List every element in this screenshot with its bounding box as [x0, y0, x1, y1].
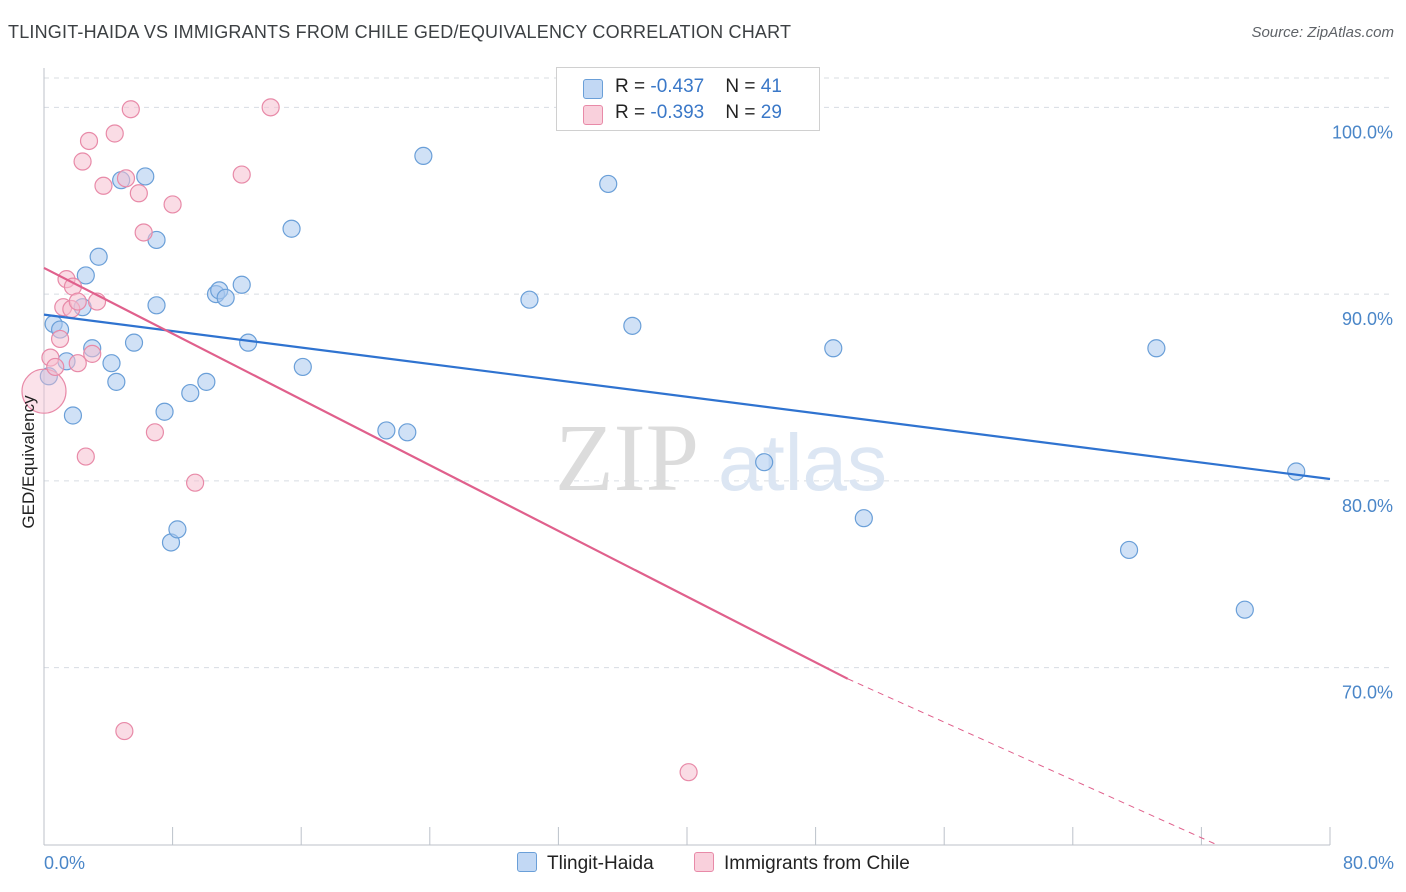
tlingit-haida-point — [155, 402, 174, 421]
immigrants-from-chile-point — [232, 165, 251, 184]
tlingit-haida-point — [282, 219, 301, 238]
tlingit-haida-point — [102, 354, 121, 373]
tlingit-haida-point — [377, 421, 396, 440]
trend-lines — [43, 266, 1331, 846]
tlingit-haida-point — [147, 296, 166, 315]
y-tick-label: 70.0% — [1342, 683, 1393, 703]
legend-swatch-blue — [583, 79, 603, 99]
x-tick-label-min: 0.0% — [44, 853, 85, 873]
tlingit-haida-point — [239, 333, 258, 352]
bottom-legend-tlingit-haida: Tlingit-Haida — [517, 852, 654, 875]
y-axis-label: GED/Equivalency — [19, 395, 38, 529]
tlingit-haida-point — [1119, 540, 1139, 560]
bottom-legend-immigrants-from-chile: Immigrants from Chile — [694, 852, 910, 875]
y-tick-label: 100.0% — [1332, 122, 1393, 142]
y-tick-label: 90.0% — [1342, 309, 1393, 329]
immigrants-from-chile-point — [129, 184, 148, 203]
data-points — [21, 98, 1306, 782]
immigrants-from-chile-point — [94, 176, 113, 195]
legend-swatch-pink — [583, 105, 603, 125]
immigrants-from-chile-point — [68, 292, 87, 311]
tlingit-haida-point — [107, 372, 126, 391]
tlingit-haida-point — [1235, 600, 1254, 619]
immigrants-from-chile-point — [73, 152, 92, 171]
tlingit-haida-point — [1287, 462, 1306, 481]
immigrants-from-chile-trend-line — [43, 266, 849, 680]
legend-r-label: R = — [615, 102, 651, 123]
tlingit-haida-point — [89, 247, 108, 266]
axes — [43, 68, 1331, 846]
legend-r-label: R = — [615, 76, 651, 97]
tlingit-haida-point — [293, 357, 312, 377]
legend-r-value: -0.393 — [650, 102, 705, 123]
immigrants-from-chile-point — [21, 368, 67, 414]
tlingit-haida-point — [398, 423, 417, 442]
immigrants-from-chile-point — [134, 223, 153, 242]
tlingit-haida-point — [520, 290, 539, 309]
tlingit-haida-point — [854, 509, 873, 528]
chart-title: TLINGIT-HAIDA VS IMMIGRANTS FROM CHILE G… — [8, 22, 792, 42]
tlingit-haida-point — [168, 520, 187, 539]
immigrants-from-chile-point — [83, 344, 102, 363]
immigrants-from-chile-point — [679, 763, 698, 782]
immigrants-from-chile-point — [121, 100, 140, 119]
axis-labels: 70.0% 80.0% 90.0% 100.0% — [1332, 122, 1393, 702]
bottom-legend-label: Immigrants from Chile — [724, 853, 910, 874]
immigrants-from-chile-point — [50, 329, 70, 349]
tlingit-haida-point — [623, 316, 642, 335]
legend-n-label: N = — [725, 76, 761, 97]
tlingit-haida-point — [63, 406, 83, 425]
immigrants-from-chile-point — [115, 721, 134, 741]
tlingit-haida-point — [599, 174, 618, 194]
tlingit-haida-point — [232, 275, 251, 294]
immigrants-from-chile-point — [116, 169, 136, 188]
y-tick-label: 80.0% — [1342, 496, 1393, 516]
tlingit-haida-point — [755, 453, 774, 472]
immigrants-from-chile-point — [186, 473, 205, 492]
tlingit-haida-point — [197, 372, 216, 391]
legend-n-value: 29 — [760, 102, 782, 123]
legend-n-value: 41 — [760, 76, 782, 97]
immigrants-from-chile-point — [68, 354, 87, 373]
legend-n-label: N = — [725, 102, 761, 123]
gridlines — [44, 77, 1394, 669]
legend-text: R = -0.437 N = 41 — [615, 76, 782, 98]
x-tick-label-max: 80.0% — [1343, 853, 1394, 873]
bottom-legend-swatch-blue — [517, 852, 537, 872]
tlingit-haida-point — [1147, 339, 1166, 358]
legend-r-value: -0.437 — [650, 76, 705, 97]
tlingit-haida-point — [181, 383, 200, 403]
immigrants-from-chile-point — [145, 423, 165, 442]
tlingit-haida-point — [824, 339, 843, 358]
immigrants-from-chile-point — [46, 357, 65, 377]
bottom-legend-label: Tlingit-Haida — [547, 853, 654, 874]
immigrants-from-chile-point — [163, 195, 182, 214]
tlingit-haida-point — [76, 266, 95, 285]
tlingit-haida-trend-line — [43, 313, 1331, 481]
tlingit-haida-point — [136, 167, 155, 186]
tlingit-haida-point — [414, 146, 433, 166]
correlation-legend: R = -0.437 N = 41 R = -0.393 N = 29 — [556, 67, 820, 131]
immigrants-from-chile-point — [261, 98, 280, 117]
watermark-zip: ZIP — [555, 404, 699, 511]
watermark-atlas: atlas — [718, 418, 887, 507]
tlingit-haida-point — [124, 333, 144, 352]
immigrants-from-chile-point — [105, 124, 124, 143]
source-label: Source: ZipAtlas.com — [1251, 24, 1394, 41]
immigrants-from-chile-point — [76, 447, 95, 466]
legend-text: R = -0.393 N = 29 — [615, 102, 782, 124]
bottom-legend-swatch-pink — [694, 852, 714, 872]
immigrants-from-chile-trend-extension — [847, 678, 1218, 846]
immigrants-from-chile-point — [79, 131, 99, 151]
tlingit-haida-point — [216, 288, 235, 307]
